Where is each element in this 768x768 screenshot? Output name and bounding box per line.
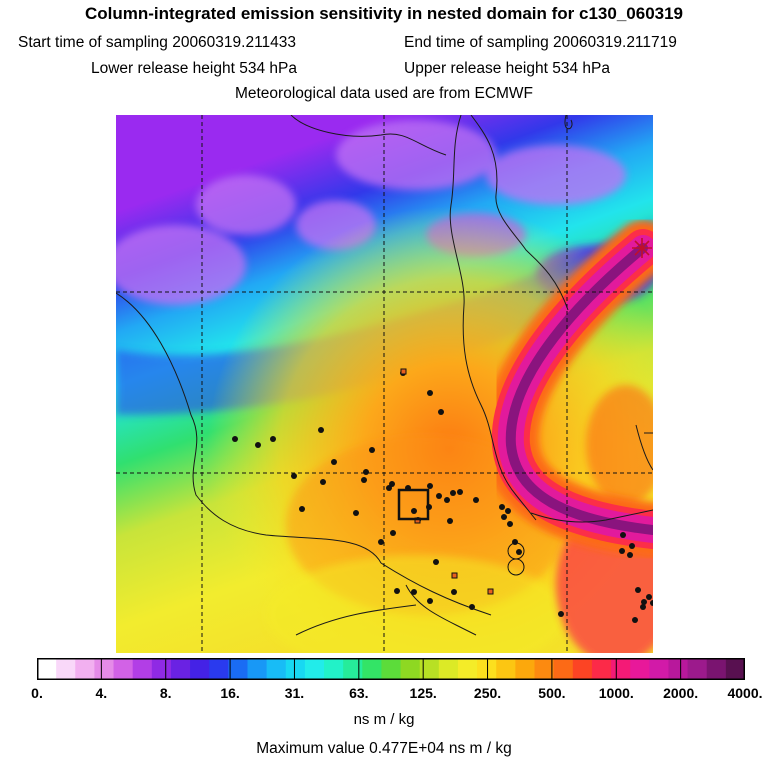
circle-markers [507, 542, 525, 576]
colorbar-tick-label: 16. [220, 685, 240, 701]
colorbar-swatch [572, 658, 593, 680]
upper-release-label: Upper release height 534 hPa [404, 60, 610, 77]
colorbar-ticks: 0. 4. 8. 16. 31. 63. 125. 250. 500. 1000. 2000. 400… [0, 685, 768, 705]
plot-title: Column-integrated emission sensitivity i… [84, 4, 684, 23]
colorbar-swatch [304, 658, 325, 680]
colorbar-swatch [419, 658, 440, 680]
yellow-south [266, 555, 566, 653]
maximum-value-label: Maximum value 0.477E+04 ns m / kg [256, 740, 512, 757]
colorbar-swatch [438, 658, 459, 680]
colorbar-swatch [324, 658, 344, 680]
end-time-label: End time of sampling 20060319.211719 [404, 34, 677, 51]
colorbar-swatch [113, 658, 134, 680]
colorbar-swatches [37, 658, 745, 680]
colorbar-swatch [362, 658, 382, 680]
map-canvas [116, 115, 653, 653]
colorbar-tick-label: 8. [159, 685, 172, 701]
colorbar-swatch [534, 658, 555, 680]
sensitivity-map [116, 115, 653, 653]
nest-box-marker [397, 488, 430, 521]
start-time-label: Start time of sampling 20060319.211433 [18, 34, 297, 51]
colorbar-swatch [611, 658, 631, 680]
colorbar-swatch [668, 658, 689, 680]
colorbar-swatch [706, 658, 727, 680]
station-markers [232, 370, 653, 623]
orange-east [586, 385, 653, 505]
colorbar-swatch [515, 658, 536, 680]
colorbar-tick-label: 1000. [598, 685, 634, 701]
colorbar-swatch [457, 658, 478, 680]
colorbar-swatch [170, 658, 191, 680]
colorbar-tick-label: 125. [409, 685, 437, 701]
colorbar-swatch [37, 658, 57, 680]
colorbar-swatch [247, 658, 268, 680]
colorbar-swatch [56, 658, 76, 680]
colorbar-swatch [496, 658, 516, 680]
colorbar-tick-label: 2000. [663, 685, 699, 701]
colorbar-swatch [190, 658, 210, 680]
colorbar-swatch [400, 658, 421, 680]
colorbar-tick-label: 250. [473, 685, 502, 701]
met-data-label: Meteorological data used are from ECMWF [234, 85, 534, 102]
colorbar-tick-label: 0. [31, 685, 43, 701]
colorbar-swatch [630, 658, 650, 680]
colorbar-border [37, 658, 745, 680]
colorbar-swatch [725, 658, 745, 680]
lat-lon-grid [116, 115, 653, 653]
colorbar-swatch [75, 658, 95, 680]
colorbar-swatch [591, 658, 612, 680]
coastlines [116, 115, 653, 636]
colorbar-swatch [285, 658, 306, 680]
colorbar-swatch [132, 658, 153, 680]
colorbar-tick-label: 31. [284, 685, 305, 701]
colorbar-tick-label: 500. [538, 685, 566, 701]
colorbar-swatch [687, 658, 708, 680]
colorbar-swatch [553, 658, 574, 680]
colorbar-swatch [381, 658, 402, 680]
lower-release-label: Lower release height 534 hPa [91, 60, 297, 77]
star-icon [632, 238, 652, 258]
colorbar-tick-label: 63. [349, 685, 369, 701]
colorbar-swatch [477, 658, 497, 680]
colorbar-tick-label: 4000. [727, 685, 763, 701]
colorbar-swatch [343, 658, 363, 680]
colorbar-swatch [151, 658, 172, 680]
colorbar-swatch [266, 658, 287, 680]
plume-core [505, 243, 653, 535]
colorbar-swatch [94, 658, 115, 680]
colorbar-swatch [228, 658, 248, 680]
colorbar-units: ns m / kg [353, 711, 415, 728]
colorbar-swatch [649, 658, 669, 680]
highlighted-stations [400, 368, 494, 595]
colorbar [37, 658, 745, 680]
colorbar-swatch [209, 658, 229, 680]
colorbar-tick-label: 4. [95, 685, 108, 701]
